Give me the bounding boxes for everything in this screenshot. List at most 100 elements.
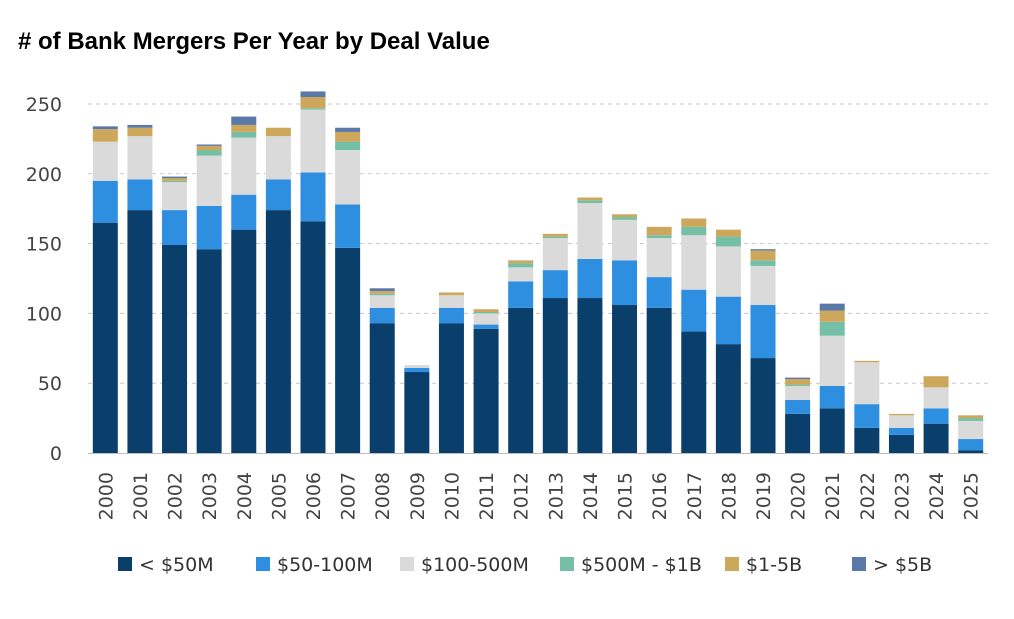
bar-segment <box>750 265 776 306</box>
bar-segment <box>231 116 257 125</box>
bar-segment <box>508 281 534 308</box>
bar-segment <box>127 179 153 211</box>
bar-segment <box>785 379 811 385</box>
bar-segment <box>231 131 257 138</box>
bar-segment <box>162 176 188 178</box>
bar-segment <box>819 335 845 386</box>
bar-segment <box>819 321 845 336</box>
x-tick-label: 2003 <box>199 472 221 520</box>
x-tick-label: 2008 <box>372 472 394 520</box>
bar-segment <box>196 155 222 206</box>
bar-segment <box>715 246 741 297</box>
x-tick-label: 2004 <box>234 472 256 520</box>
bar-segment <box>127 127 153 137</box>
bar-segment <box>438 292 464 296</box>
y-tick-label: 100 <box>26 303 62 325</box>
x-tick-label: 2000 <box>95 472 117 520</box>
bar-segment <box>923 423 949 453</box>
bar-segment <box>750 305 776 359</box>
bar-segment <box>127 124 153 128</box>
bar-segment <box>335 204 361 248</box>
bar-segment <box>750 358 776 453</box>
bar-segment <box>369 291 395 294</box>
x-tick-label: 2011 <box>476 472 498 520</box>
bar-segment <box>819 385 845 409</box>
bar-segment <box>785 399 811 414</box>
bar-segment <box>265 179 291 211</box>
x-tick-label: 2016 <box>649 472 671 520</box>
bar-segment <box>508 260 534 264</box>
bar-segment <box>300 172 326 222</box>
legend-label: $1-5B <box>746 554 802 576</box>
bar-segment <box>854 404 880 428</box>
bar-segment <box>612 305 638 453</box>
bar-segment <box>542 236 568 239</box>
bar-segment <box>542 298 568 453</box>
bar-segment <box>127 210 153 453</box>
bar-segment <box>162 182 188 211</box>
x-tick-label: 2012 <box>511 472 533 520</box>
x-tick-label: 2005 <box>268 472 290 520</box>
bar-segment <box>404 367 430 373</box>
bar-segment <box>473 324 499 329</box>
bar-segment <box>162 244 188 453</box>
bar-segment <box>162 177 188 181</box>
legend-label: $500M - $1B <box>581 554 702 576</box>
bar-segment <box>888 413 914 416</box>
bar-segment <box>785 384 811 386</box>
bar-segment <box>231 137 257 195</box>
bar-segment <box>819 303 845 311</box>
bar-segment <box>923 408 949 424</box>
bar-segment <box>473 309 499 313</box>
bar-segment <box>542 270 568 299</box>
bar-segment <box>335 150 361 205</box>
bar-segment <box>715 344 741 453</box>
bar-segment <box>646 235 672 239</box>
bar-segment <box>958 418 984 421</box>
x-tick-label: 2017 <box>684 472 706 520</box>
bar-segment <box>854 362 880 405</box>
bar-segment <box>854 427 880 453</box>
x-tick-label: 2025 <box>961 472 983 520</box>
x-tick-label: 2015 <box>615 472 637 520</box>
x-tick-label: 2007 <box>338 472 360 520</box>
gridlines <box>88 103 988 384</box>
x-tick-label: 2019 <box>753 472 775 520</box>
bar-segment <box>438 323 464 453</box>
x-tick-label: 2018 <box>718 472 740 520</box>
bar-segment <box>854 360 880 363</box>
legend-label: $100-500M <box>421 554 529 576</box>
bar-segment <box>438 307 464 324</box>
bar-segment <box>681 289 707 332</box>
bar-segment <box>508 267 534 282</box>
bar-segment <box>300 108 326 110</box>
bar-segment <box>127 136 153 180</box>
bar-segment <box>646 238 672 278</box>
bar-segment <box>508 307 534 453</box>
x-tick-label: 2013 <box>545 472 567 520</box>
bar-segment <box>785 385 811 400</box>
y-tick-label: 250 <box>26 94 62 116</box>
bar-segment <box>715 296 741 345</box>
bar-segment <box>577 258 603 299</box>
bar-segment <box>369 323 395 453</box>
bar-segment <box>681 235 707 290</box>
bar-segment <box>231 194 257 230</box>
bar-segment <box>404 365 430 368</box>
bar-segment <box>196 150 222 156</box>
bar-segment <box>300 109 326 173</box>
bar-segment <box>612 219 638 261</box>
x-tick-label: 2024 <box>926 472 948 520</box>
legend-swatch <box>256 557 270 571</box>
legend-label: $50-100M <box>277 554 373 576</box>
bar-segment <box>369 293 395 296</box>
bar-segment <box>404 372 430 453</box>
x-tick-label: 2006 <box>303 472 325 520</box>
bar-segment <box>958 450 984 453</box>
x-tick-label: 2010 <box>441 472 463 520</box>
legend-label: > $5B <box>873 554 932 576</box>
legend-label: < $50M <box>139 554 214 576</box>
chart-title: # of Bank Mergers Per Year by Deal Value <box>18 28 490 55</box>
bar-segment <box>958 420 984 440</box>
